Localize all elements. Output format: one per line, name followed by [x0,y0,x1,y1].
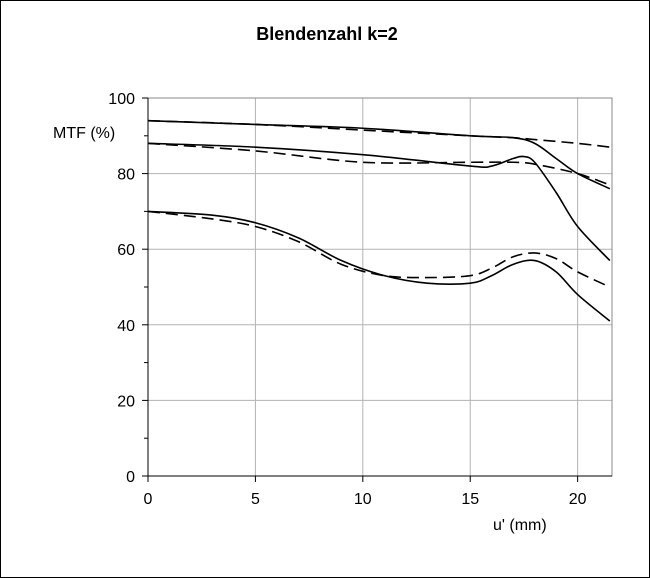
series-line-2-dashed [147,119,610,148]
series-line-3-solid [147,142,611,262]
x-tick-label: 15 [461,491,479,508]
y-tick-label: 0 [126,469,135,486]
series-line-5-solid [147,210,611,322]
y-axis-label: MTF (%) [53,125,115,142]
y-tick-label: 40 [117,318,135,335]
axes [142,97,612,482]
y-tick-label: 80 [117,167,135,184]
chart-title: Blendenzahl k=2 [256,24,398,44]
plot-area [147,97,613,477]
series-line-4-dashed [147,142,611,186]
grid [148,97,612,476]
series-line-1-solid [147,119,611,190]
y-tick-label: 100 [108,91,135,108]
x-axis-label: u' (mm) [493,517,547,534]
x-tick-label: 10 [354,491,372,508]
x-tick-label: 0 [144,491,153,508]
tick-labels: 0 20 40 60 80 100 0 5 10 15 20 [108,91,586,508]
y-tick-label: 60 [117,242,135,259]
x-tick-label: 5 [251,491,260,508]
series-line-6-dashed [147,210,611,288]
series-lines [147,119,611,322]
y-tick-label: 20 [117,393,135,410]
x-tick-label: 20 [569,491,587,508]
